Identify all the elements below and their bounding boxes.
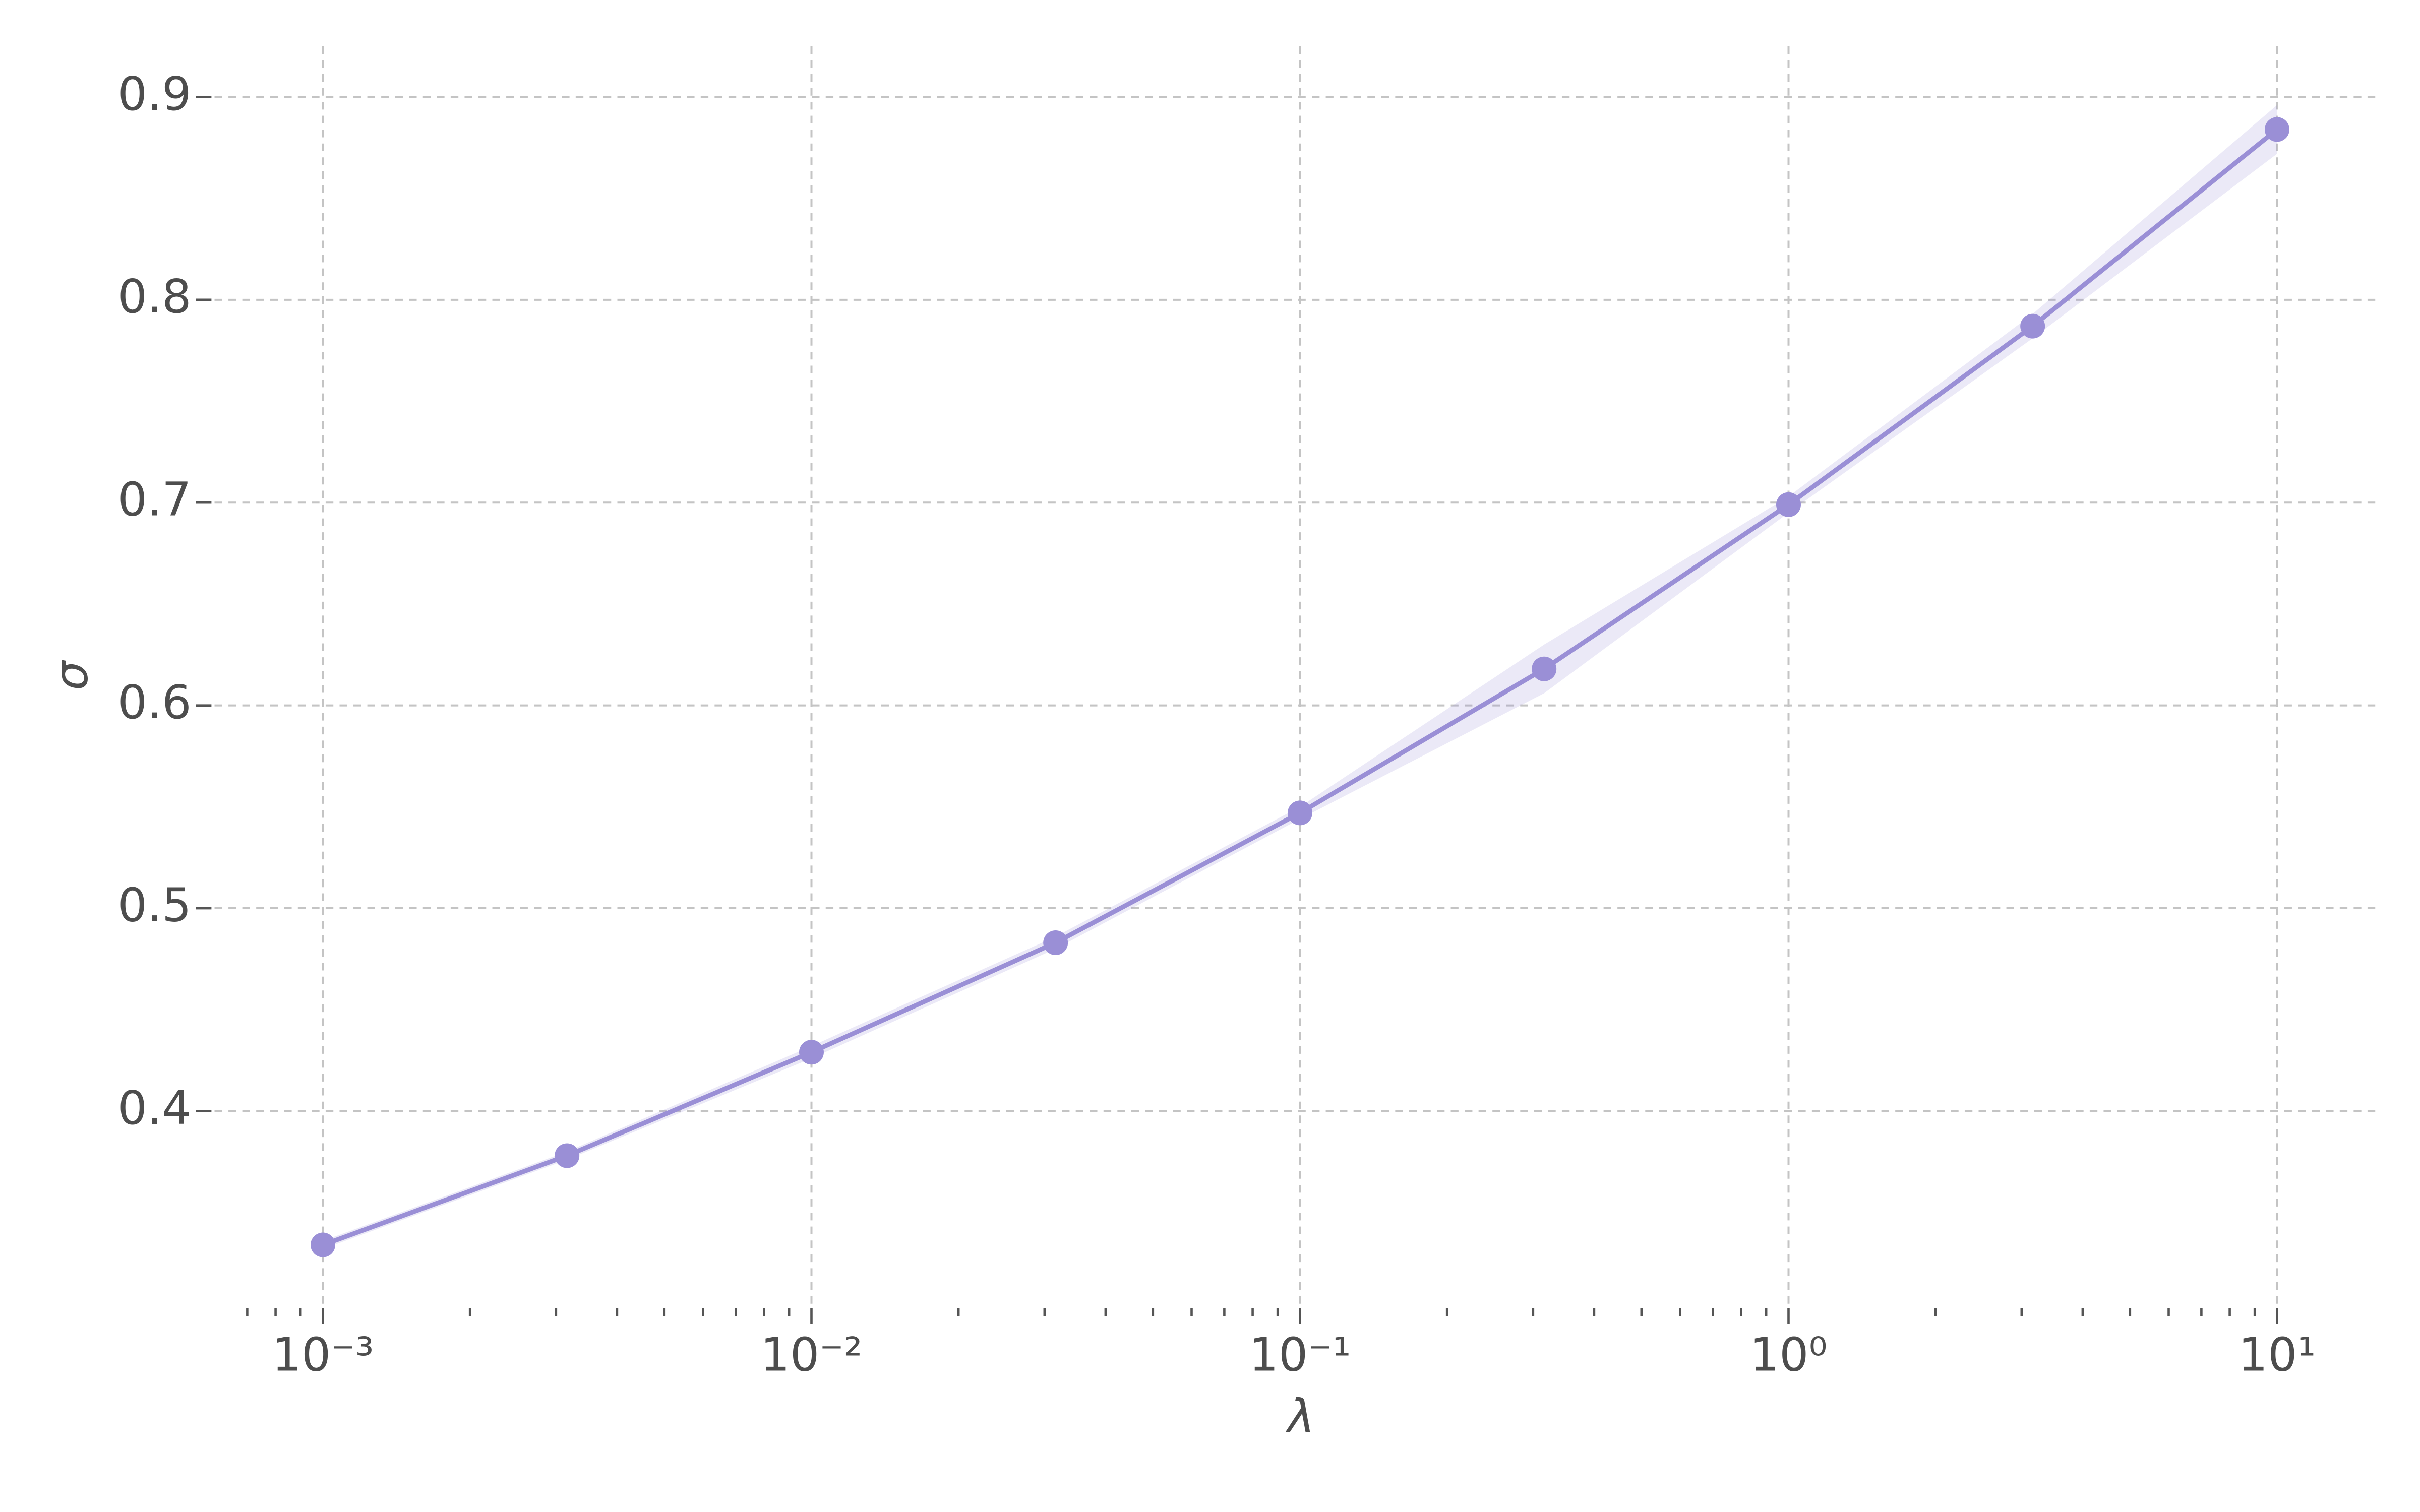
y-tick-label: 0.9 — [118, 67, 192, 121]
data-point — [2265, 117, 2289, 142]
x-tick-label: 10⁻¹ — [1249, 1328, 1351, 1381]
data-point — [1776, 492, 1801, 517]
x-tick-label: 10⁻² — [760, 1328, 862, 1381]
x-tick-label: 10⁻³ — [272, 1328, 374, 1381]
data-point — [799, 1040, 824, 1065]
data-point — [310, 1232, 335, 1257]
data-point — [1532, 656, 1557, 681]
y-tick-label: 0.6 — [118, 675, 192, 729]
x-axis-label: λ — [1285, 1390, 1314, 1443]
y-tick-label: 0.4 — [118, 1081, 192, 1135]
data-point — [1287, 800, 1312, 826]
data-point — [2020, 313, 2045, 339]
y-tick-label: 0.8 — [118, 270, 192, 324]
y-axis-label: σ — [44, 660, 98, 690]
y-tick-label: 0.7 — [118, 473, 192, 527]
data-point — [1043, 930, 1068, 955]
y-tick-label: 0.5 — [118, 878, 192, 932]
data-point — [555, 1143, 580, 1168]
x-tick-label: 10¹ — [2238, 1328, 2316, 1381]
x-tick-label: 10⁰ — [1750, 1328, 1828, 1381]
